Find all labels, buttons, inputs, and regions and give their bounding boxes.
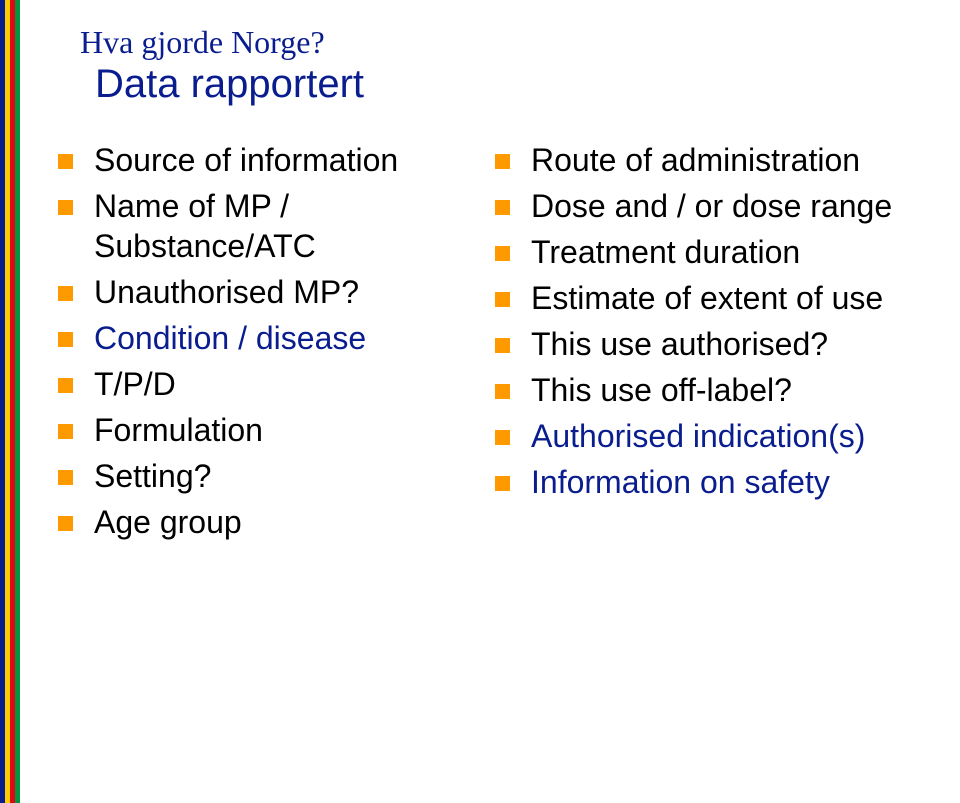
list-item: This use authorised?	[495, 324, 920, 364]
list-item: This use off-label?	[495, 370, 920, 410]
list-item-text: Unauthorised MP?	[94, 274, 359, 310]
list-item: Unauthorised MP?	[58, 272, 483, 312]
left-column: Source of information Name of MP / Substa…	[58, 140, 483, 548]
bullet-icon	[58, 154, 73, 169]
list-item-text: This use authorised?	[531, 326, 828, 362]
bullet-icon	[495, 476, 510, 491]
bullet-icon	[495, 246, 510, 261]
list-item: Authorised indication(s)	[495, 416, 920, 456]
list-item: Route of administration	[495, 140, 920, 180]
bullet-icon	[495, 430, 510, 445]
list-item-text: Dose and / or dose range	[531, 188, 892, 224]
list-item-text: Condition / disease	[94, 320, 366, 356]
bullet-icon	[58, 378, 73, 393]
list-item: Name of MP / Substance/ATC	[58, 186, 483, 266]
bullet-icon	[58, 286, 73, 301]
bullet-icon	[495, 154, 510, 169]
list-item: Source of information	[58, 140, 483, 180]
bullet-icon	[495, 200, 510, 215]
list-item-text: Age group	[94, 504, 242, 540]
slide-subtitle: Data rapportert	[95, 62, 364, 107]
list-item-text: Authorised indication(s)	[531, 418, 865, 454]
list-item: Estimate of extent of use	[495, 278, 920, 318]
list-item-text: Name of MP / Substance/ATC	[94, 188, 316, 264]
list-item-text: Estimate of extent of use	[531, 280, 883, 316]
right-list: Route of administration Dose and / or dos…	[495, 140, 920, 502]
list-item-text: This use off-label?	[531, 372, 792, 408]
list-item-text: Treatment duration	[531, 234, 800, 270]
bullet-icon	[58, 424, 73, 439]
list-item: Setting?	[58, 456, 483, 496]
list-item: Treatment duration	[495, 232, 920, 272]
slide-title: Hva gjorde Norge?	[80, 24, 325, 61]
list-item-text: Information on safety	[531, 464, 830, 500]
side-stripes	[0, 0, 20, 803]
list-item: T/P/D	[58, 364, 483, 404]
list-item-text: Source of information	[94, 142, 398, 178]
list-item: Condition / disease	[58, 318, 483, 358]
bullet-icon	[495, 292, 510, 307]
list-item-text: Formulation	[94, 412, 263, 448]
bullet-icon	[58, 332, 73, 347]
list-item: Dose and / or dose range	[495, 186, 920, 226]
list-item-text: Route of administration	[531, 142, 860, 178]
list-item-text: Setting?	[94, 458, 211, 494]
list-item: Information on safety	[495, 462, 920, 502]
bullet-icon	[495, 338, 510, 353]
bullet-icon	[58, 470, 73, 485]
stripe-4	[15, 0, 20, 803]
columns: Source of information Name of MP / Substa…	[58, 140, 920, 548]
bullet-icon	[495, 384, 510, 399]
bullet-icon	[58, 200, 73, 215]
left-list: Source of information Name of MP / Substa…	[58, 140, 483, 542]
list-item: Age group	[58, 502, 483, 542]
right-column: Route of administration Dose and / or dos…	[495, 140, 920, 548]
bullet-icon	[58, 516, 73, 531]
list-item-text: T/P/D	[94, 366, 176, 402]
slide: Hva gjorde Norge? Data rapportert Source…	[0, 0, 960, 803]
list-item: Formulation	[58, 410, 483, 450]
